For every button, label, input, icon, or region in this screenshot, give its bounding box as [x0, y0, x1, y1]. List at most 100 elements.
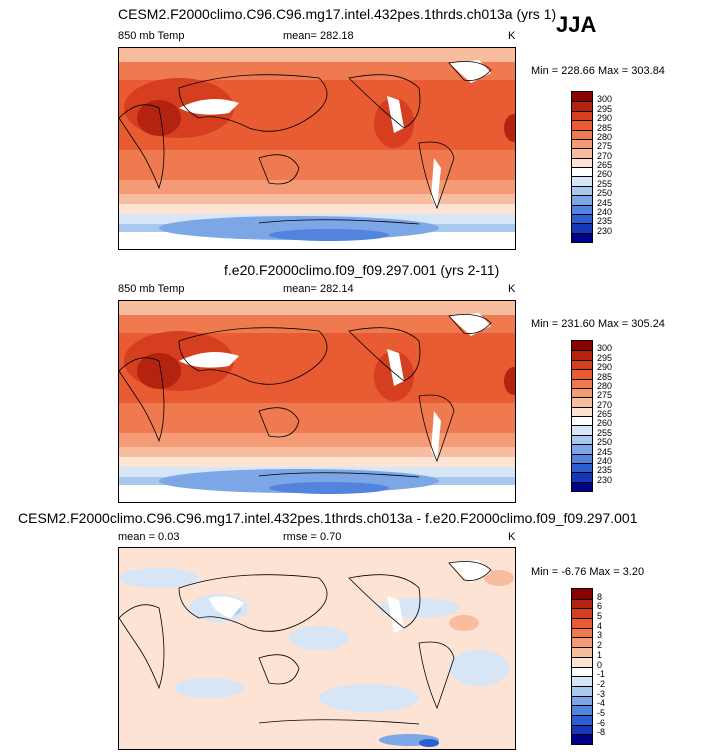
colorbar-3-tick-label: 8 — [597, 591, 603, 602]
colorbar-3-segment — [572, 724, 592, 735]
colorbar-2-segment — [572, 406, 592, 416]
colorbar-1-tick-label: 300 — [597, 94, 613, 105]
colorbar-1-tick-label: 295 — [597, 103, 613, 114]
colorbar-2-segment — [572, 350, 592, 360]
colorbar-2-segment — [572, 369, 592, 379]
colorbar-1-tick-label: 265 — [597, 160, 613, 170]
colorbar-2-tick-label: 280 — [597, 380, 613, 391]
colorbar-3-tick-label: 4 — [597, 620, 603, 631]
colorbar-1-tick-label: 235 — [597, 216, 613, 227]
colorbar-2-segment — [572, 397, 592, 407]
colorbar-3-tick-label: -3 — [597, 688, 606, 699]
colorbar-2-tick-label: 265 — [597, 409, 613, 419]
panel-1-units: K — [508, 30, 516, 42]
colorbar-3-segment — [572, 627, 592, 638]
colorbar-3-segment — [572, 608, 592, 619]
colorbar-1-segment — [572, 204, 592, 214]
panel-1-title: CESM2.F2000climo.C96.C96.mg17.intel.432p… — [118, 6, 557, 22]
colorbar-1-tick-label: 260 — [597, 169, 613, 180]
colorbar-1-tick-label: 230 — [597, 225, 613, 236]
panel-2-variable: 850 mb Temp — [118, 283, 185, 295]
colorbar-1-tick-label: 275 — [597, 141, 613, 152]
colorbar-1-tick-label: 280 — [597, 131, 613, 142]
panel-2-mean: mean= 282.14 — [283, 283, 354, 295]
colorbar-1-tick-label: 290 — [597, 113, 613, 124]
colorbar-3-segment — [572, 589, 592, 599]
colorbar-1-segment — [572, 157, 592, 167]
colorbar-2-tick-label: 290 — [597, 362, 613, 373]
colorbar-2-tick-label: 260 — [597, 418, 613, 429]
colorbar-3-segment — [572, 695, 592, 706]
colorbar-1-segment — [572, 120, 592, 130]
colorbar-1-segment — [572, 138, 592, 149]
colorbar-2-tick-label: 255 — [597, 427, 613, 438]
panel-3-title: CESM2.F2000climo.C96.C96.mg17.intel.432p… — [18, 510, 638, 526]
colorbar-1-tick-label: 240 — [597, 206, 613, 217]
panel-1-map — [118, 47, 516, 250]
colorbar-2-tick-label: 295 — [597, 352, 613, 363]
colorbar-2-segment — [572, 359, 592, 370]
colorbar-3-tick-label: 3 — [597, 630, 603, 641]
colorbar-2-tick-label: 245 — [597, 446, 613, 457]
colorbar-1-segment — [572, 110, 592, 121]
colorbar-3-segment — [572, 734, 592, 744]
colorbar-2-tick-label: 230 — [597, 474, 613, 485]
colorbar-1-segment — [572, 176, 592, 186]
colorbar-3-segment — [572, 676, 592, 686]
colorbar-1-segment — [572, 92, 592, 102]
colorbar-2-tick-label: 300 — [597, 343, 613, 354]
colorbar-2-segment — [572, 378, 592, 388]
colorbar-2-tick-label: 240 — [597, 455, 613, 466]
colorbar-2-segment — [572, 416, 592, 426]
panel-1-mean: mean= 282.18 — [283, 30, 354, 42]
panel-2-map-svg — [119, 301, 515, 502]
panel-1-map-svg — [119, 48, 515, 249]
panel-2-title: f.e20.F2000climo.f09_f09.297.001 (yrs 2-… — [224, 262, 500, 278]
colorbar-3-tick-label: 5 — [597, 611, 603, 622]
colorbar-3-tick-label: -8 — [597, 727, 606, 738]
colorbar-1-segment — [572, 223, 592, 233]
panel-3-mean: mean = 0.03 — [118, 531, 180, 543]
panel-2-minmax: Min = 231.60 Max = 305.24 — [531, 318, 665, 330]
colorbar-1-segment — [572, 148, 592, 158]
panel-1-minmax: Min = 228.66 Max = 303.84 — [531, 65, 665, 77]
colorbar-2-segment — [572, 462, 592, 473]
colorbar-1-segment — [572, 185, 592, 196]
panel-3-rmse: rmse = 0.70 — [283, 531, 342, 543]
colorbar-2-tick-label: 275 — [597, 390, 613, 401]
colorbar-3-segment — [572, 598, 592, 609]
panel-1-colorbar — [571, 91, 593, 243]
colorbar-3-segment — [572, 637, 592, 648]
colorbar-2-segment — [572, 387, 592, 398]
colorbar-2-segment — [572, 453, 592, 463]
colorbar-1-segment — [572, 213, 592, 224]
colorbar-3-segment — [572, 705, 592, 715]
colorbar-3-tick-label: 1 — [597, 649, 603, 660]
colorbar-3-tick-label: -1 — [597, 669, 606, 680]
colorbar-3-segment — [572, 666, 592, 677]
panel-3-map — [118, 547, 516, 750]
colorbar-3-segment — [572, 656, 592, 667]
colorbar-1-tick-label: 245 — [597, 197, 613, 208]
colorbar-3-tick-label: 0 — [597, 659, 603, 670]
colorbar-1-segment — [572, 101, 592, 111]
panel-2-colorbar — [571, 340, 593, 492]
colorbar-3-tick-label: -2 — [597, 678, 606, 689]
colorbar-1-tick-label: 285 — [597, 122, 613, 133]
colorbar-1-tick-label: 250 — [597, 188, 613, 199]
colorbar-2-tick-label: 235 — [597, 465, 613, 476]
season-label: JJA — [556, 12, 597, 37]
panel-2-units: K — [508, 283, 516, 295]
colorbar-3-segment — [572, 647, 592, 657]
colorbar-3-tick-label: -6 — [597, 717, 606, 728]
colorbar-3-segment — [572, 685, 592, 696]
colorbar-2-segment — [572, 444, 592, 454]
colorbar-1-tick-label: 270 — [597, 150, 613, 161]
colorbar-2-tick-label: 270 — [597, 399, 613, 410]
panel-2-map — [118, 300, 516, 503]
colorbar-3-tick-label: -5 — [597, 707, 606, 718]
colorbar-3-tick-label: -4 — [597, 698, 606, 709]
colorbar-2-segment — [572, 341, 592, 351]
colorbar-2-segment — [572, 481, 592, 491]
colorbar-3-segment — [572, 714, 592, 725]
